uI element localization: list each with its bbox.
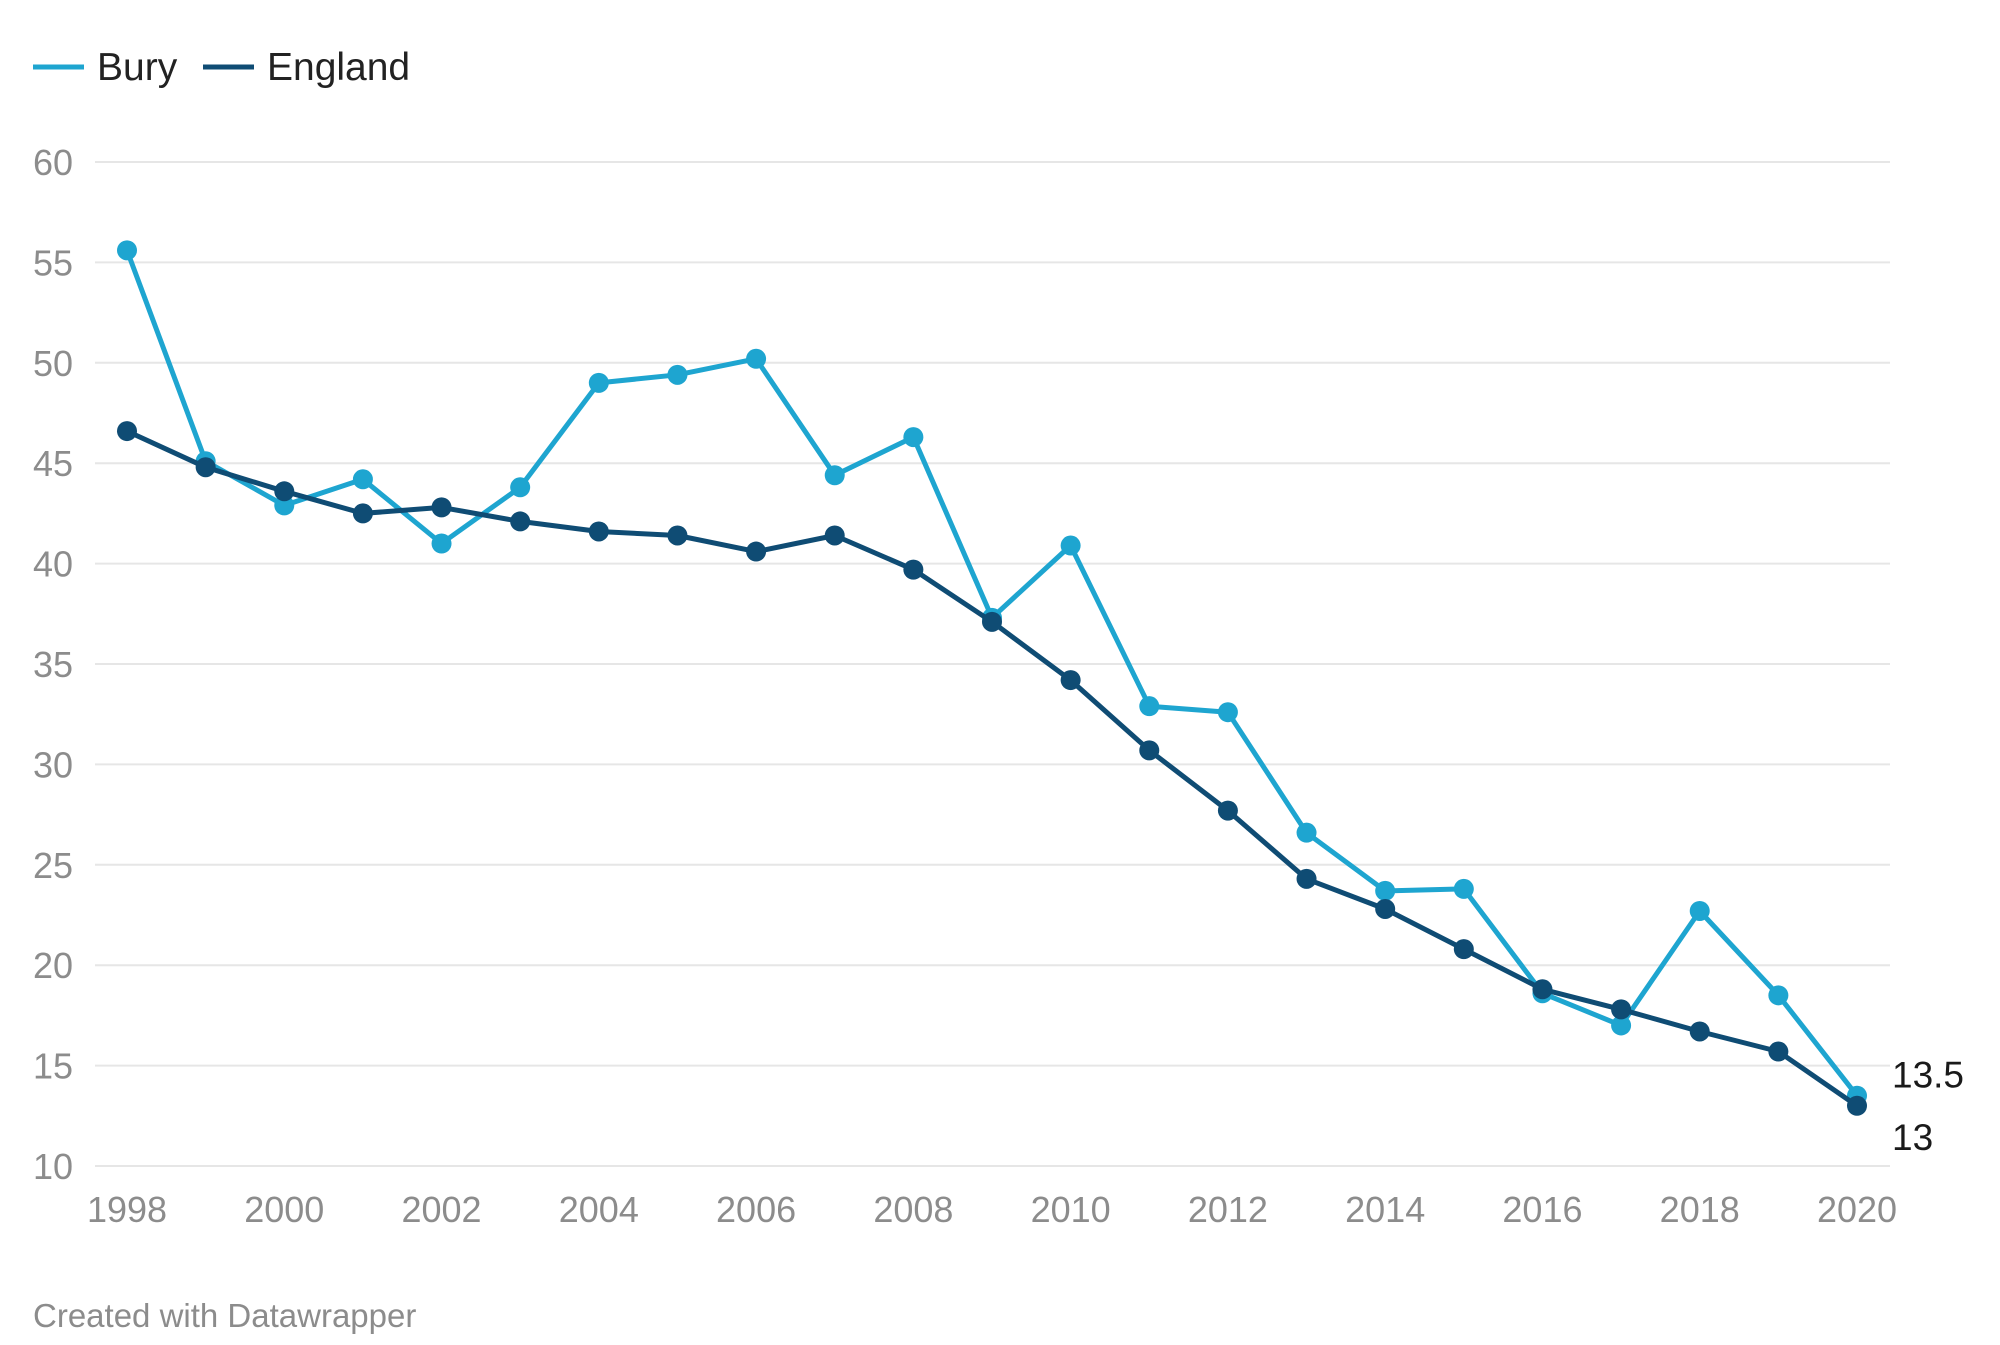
data-point-bury <box>1139 696 1160 717</box>
data-point-bury <box>1296 822 1317 843</box>
data-point-england <box>1217 800 1238 821</box>
x-tick-label: 2016 <box>1502 1189 1582 1230</box>
data-point-england <box>1139 740 1160 761</box>
y-tick-label: 60 <box>33 142 73 183</box>
data-point-england <box>667 525 688 546</box>
x-tick-label: 2018 <box>1660 1189 1740 1230</box>
legend-label-england: England <box>267 46 410 89</box>
data-point-england <box>588 521 609 542</box>
y-tick-label: 25 <box>33 845 73 886</box>
data-point-england <box>1847 1095 1867 1116</box>
x-tick-label: 2000 <box>244 1189 324 1230</box>
gridlines <box>95 161 1890 1167</box>
end-labels: 13.5 13 <box>1892 1055 1964 1158</box>
legend-item-england: England <box>203 46 410 89</box>
data-point-bury <box>1768 985 1789 1006</box>
x-tick-label: 2010 <box>1031 1189 1111 1230</box>
data-point-bury <box>1689 900 1710 921</box>
data-point-bury <box>510 477 531 498</box>
data-point-england <box>195 457 216 478</box>
x-tick-label: 2004 <box>559 1189 639 1230</box>
data-point-england <box>1689 1021 1710 1042</box>
data-point-bury <box>1453 878 1474 899</box>
data-point-england <box>352 503 373 524</box>
data-point-bury <box>903 427 924 448</box>
y-axis: 10 15 20 25 30 35 40 45 50 55 60 <box>33 142 73 1187</box>
x-tick-label: 2020 <box>1817 1189 1897 1230</box>
y-tick-label: 45 <box>33 443 73 484</box>
data-point-england <box>510 511 531 532</box>
data-point-bury <box>1060 535 1081 556</box>
data-point-bury <box>824 465 845 486</box>
credit-text: Created with Datawrapper <box>33 1297 416 1334</box>
x-tick-label: 2006 <box>716 1189 796 1230</box>
series-line-bury <box>124 247 1860 1099</box>
series-line-england <box>124 428 1860 1109</box>
data-point-england <box>431 497 452 518</box>
data-point-england <box>274 481 295 502</box>
data-point-england <box>746 541 767 562</box>
y-tick-label: 10 <box>33 1146 73 1187</box>
y-tick-label: 50 <box>33 343 73 384</box>
end-label-england: 13 <box>1892 1117 1933 1158</box>
data-point-bury <box>588 372 609 393</box>
data-point-england <box>1375 898 1396 919</box>
data-point-bury <box>746 348 767 369</box>
y-tick-label: 40 <box>33 544 73 585</box>
y-tick-label: 35 <box>33 644 73 685</box>
y-tick-label: 20 <box>33 945 73 986</box>
data-point-bury <box>274 495 295 516</box>
data-point-bury <box>117 240 137 261</box>
data-point-england <box>1611 999 1632 1020</box>
data-point-england <box>1296 868 1317 889</box>
legend: Bury England <box>33 46 410 89</box>
data-point-bury <box>1375 880 1396 901</box>
x-axis: 1998 2000 2002 2004 2006 2008 2010 2012 2014 2016… <box>87 1189 1897 1230</box>
x-tick-label: 2002 <box>401 1189 481 1230</box>
data-point-england <box>1060 670 1081 691</box>
legend-label-bury: Bury <box>97 46 178 89</box>
x-tick-label: 2008 <box>873 1189 953 1230</box>
x-tick-label: 2012 <box>1188 1189 1268 1230</box>
data-point-england <box>1532 979 1553 1000</box>
data-point-england <box>824 525 845 546</box>
data-point-bury <box>667 364 688 385</box>
plot-area <box>117 240 1867 1116</box>
x-tick-label: 2014 <box>1345 1189 1425 1230</box>
data-point-england <box>117 421 137 442</box>
y-tick-label: 30 <box>33 744 73 785</box>
data-point-bury <box>431 533 452 554</box>
y-tick-label: 15 <box>33 1046 73 1087</box>
x-tick-label: 1998 <box>87 1189 167 1230</box>
data-point-bury <box>1217 702 1238 723</box>
data-point-england <box>1768 1041 1789 1062</box>
data-point-england <box>1453 939 1474 960</box>
data-point-bury <box>1611 1015 1632 1036</box>
data-point-bury <box>352 469 373 490</box>
data-point-england <box>903 559 924 580</box>
data-point-england <box>982 611 1002 632</box>
y-tick-label: 55 <box>33 242 73 283</box>
legend-item-bury: Bury <box>33 46 178 89</box>
end-label-bury: 13.5 <box>1892 1055 1964 1096</box>
